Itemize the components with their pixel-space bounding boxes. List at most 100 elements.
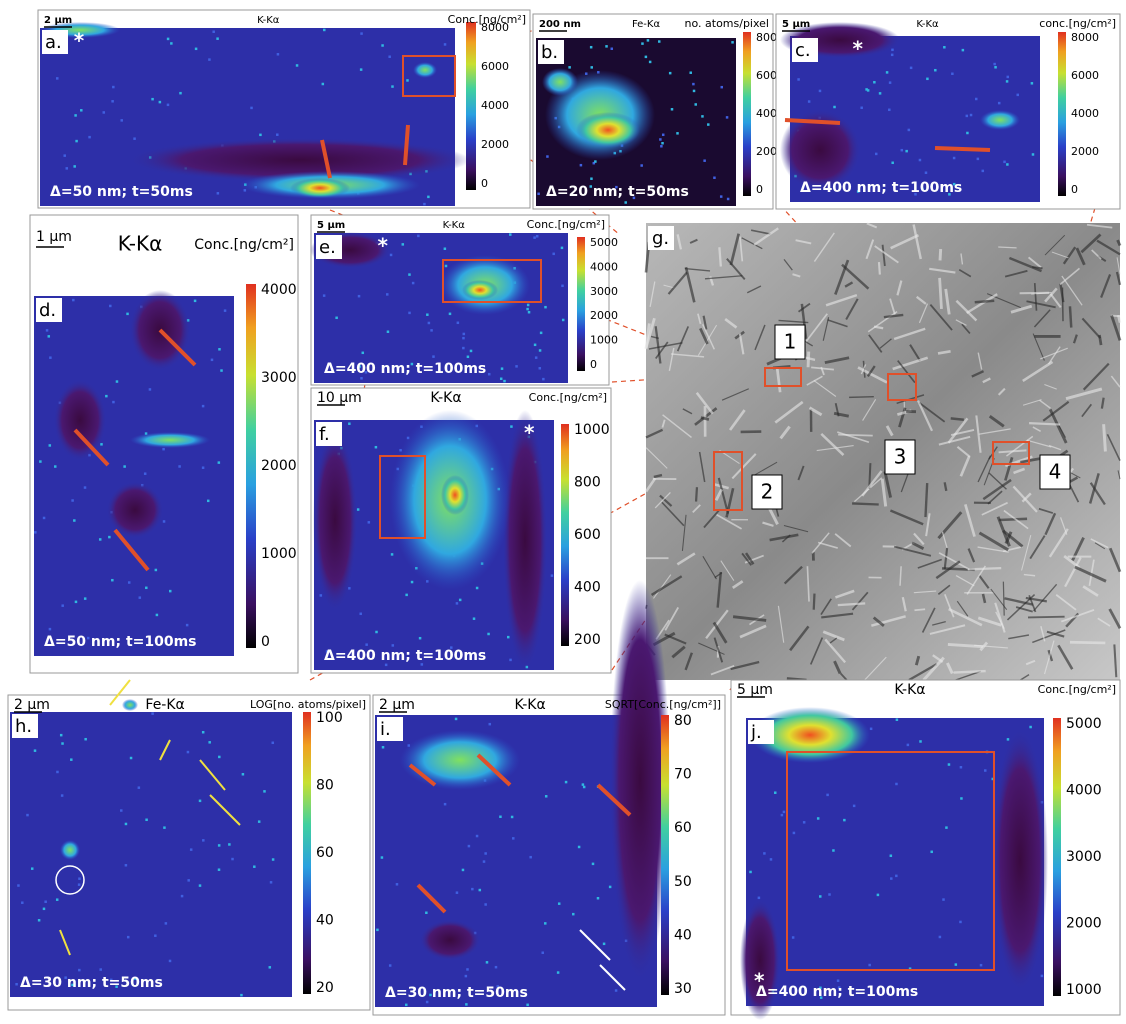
speckle <box>402 243 405 246</box>
speckle <box>199 800 202 803</box>
colorbar-tick-label: 2000 <box>1071 145 1099 158</box>
speckle <box>546 155 549 158</box>
map-feature <box>413 62 437 78</box>
speckle <box>456 602 459 605</box>
colorbar-tick-label: 6000 <box>1071 69 1099 82</box>
speckle <box>163 520 166 523</box>
speckle <box>125 864 128 867</box>
speckle <box>649 61 652 64</box>
speckle <box>645 56 648 59</box>
speckle <box>31 867 34 870</box>
map-image <box>10 712 292 997</box>
colorbar-tick-label: 2000 <box>261 458 297 474</box>
colorbar-tick-label: 50 <box>674 874 692 890</box>
speckle <box>386 293 389 296</box>
speckle <box>144 472 147 475</box>
speckle <box>828 893 831 896</box>
speckle <box>994 66 997 69</box>
speckle <box>942 898 945 901</box>
speckle <box>977 158 980 161</box>
fiber <box>696 487 697 501</box>
fiber <box>914 609 925 610</box>
speckle <box>444 43 447 46</box>
colorbar <box>246 284 256 648</box>
colorbar-tick-label: 1000 <box>1066 982 1102 998</box>
speckle <box>126 313 129 316</box>
speckle <box>38 919 41 922</box>
speckle <box>250 107 253 110</box>
region-label: 2 <box>761 480 774 504</box>
speckle <box>108 536 111 539</box>
speckle <box>218 868 221 871</box>
panel-label: b. <box>541 42 558 63</box>
colorbar-title: LOG[no. atoms/pixel] <box>250 698 366 711</box>
acquisition-params: Δ=50 nm; t=50ms <box>50 184 193 200</box>
speckle <box>693 90 696 93</box>
speckle <box>539 349 542 352</box>
speckle <box>127 936 129 939</box>
speckle <box>726 116 729 119</box>
speckle <box>419 637 422 640</box>
speckle <box>544 306 547 309</box>
speckle <box>155 569 158 572</box>
speckle <box>253 865 256 868</box>
speckle <box>486 961 489 964</box>
fiber <box>998 247 1016 248</box>
speckle <box>867 89 870 92</box>
speckle <box>817 817 820 820</box>
speckle <box>276 133 279 136</box>
speckle <box>381 44 384 47</box>
colorbar-tick-label: 2000 <box>481 138 509 151</box>
speckle <box>320 594 323 597</box>
speckle <box>960 797 963 800</box>
scale-label: 10 µm <box>317 390 362 406</box>
map-feature <box>503 410 547 670</box>
panel-label: e. <box>319 237 336 258</box>
speckle <box>580 164 583 167</box>
speckle <box>73 165 76 168</box>
speckle <box>375 446 378 449</box>
speckle <box>819 895 822 898</box>
speckle <box>169 590 172 593</box>
speckle <box>955 963 958 966</box>
speckle <box>962 49 965 52</box>
panel-label: f. <box>319 424 330 445</box>
speckle <box>375 631 378 634</box>
speckle <box>951 73 954 76</box>
panel-label: d. <box>39 300 56 321</box>
map-feature <box>992 730 1048 990</box>
speckle <box>423 203 426 206</box>
speckle <box>187 751 190 754</box>
speckle <box>763 852 766 855</box>
element-label: Fe-Kα <box>145 697 184 713</box>
fiber <box>951 418 964 419</box>
speckle <box>34 531 37 534</box>
scale-label: 5 µm <box>317 220 345 231</box>
speckle <box>868 964 871 967</box>
speckle <box>509 659 512 662</box>
speckle <box>833 106 836 109</box>
colorbar-tick-label: 2000 <box>590 309 618 322</box>
speckle <box>392 644 395 647</box>
speckle <box>463 333 466 336</box>
speckle <box>381 856 384 859</box>
colorbar-tick-label: 80 <box>316 778 334 794</box>
speckle <box>476 587 479 590</box>
speckle <box>1017 94 1020 97</box>
speckle <box>526 1004 529 1007</box>
speckle <box>507 636 510 639</box>
speckle <box>582 783 585 786</box>
speckle <box>694 103 697 106</box>
speckle <box>808 100 811 103</box>
speckle <box>984 769 987 772</box>
speckle <box>430 329 433 332</box>
speckle <box>603 943 606 946</box>
fiber <box>838 435 873 436</box>
speckle <box>456 891 459 894</box>
speckle <box>218 348 221 351</box>
speckle <box>63 154 66 157</box>
map-feature <box>107 482 163 538</box>
speckle <box>376 929 379 932</box>
speckle <box>34 749 37 752</box>
speckle <box>368 521 371 524</box>
